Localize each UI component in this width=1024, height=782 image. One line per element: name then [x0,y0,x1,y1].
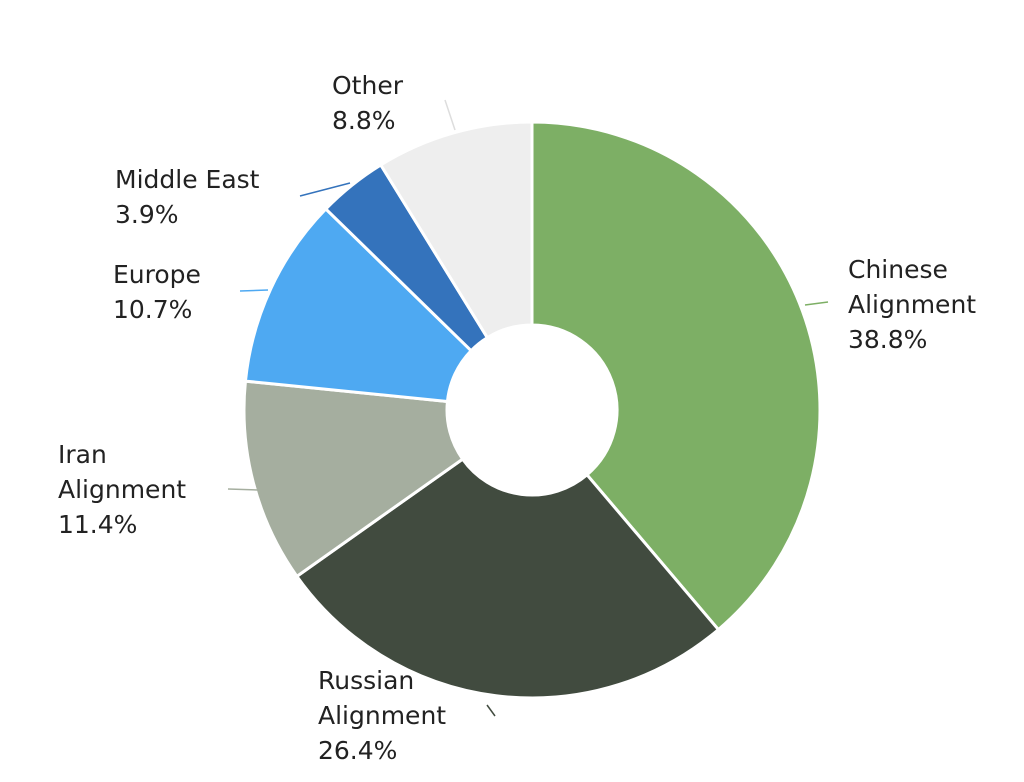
slice-label: Chinese Alignment 38.8% [848,252,1018,357]
category-label: Other [332,71,403,100]
leader-line [444,99,456,131]
slice-label: Other 8.8% [332,68,502,138]
leader-line [239,289,269,292]
leader-line [804,301,829,306]
slice-label: Middle East 3.9% [115,162,335,232]
donut-slice [243,206,474,404]
value-label: 8.8% [332,106,396,135]
category-label: Iran Alignment [58,440,187,504]
donut-slice [242,379,465,579]
category-label: Russian Alignment [318,666,447,730]
donut-slice [294,457,721,700]
value-label: 38.8% [848,325,928,354]
value-label: 26.4% [318,736,398,765]
category-label: Europe [113,260,201,289]
value-label: 11.4% [58,510,138,539]
leader-line [299,182,351,197]
category-label: Chinese Alignment [848,255,977,319]
leader-line [486,704,496,717]
donut-slice [378,120,534,340]
value-label: 3.9% [115,200,179,229]
value-label: 10.7% [113,295,193,324]
slice-label: Russian Alignment 26.4% [318,663,488,768]
donut-slice [530,120,822,632]
category-label: Middle East [115,165,260,194]
leader-line [227,488,259,491]
slice-label: Iran Alignment 11.4% [58,437,228,542]
slice-label: Europe 10.7% [113,257,283,327]
